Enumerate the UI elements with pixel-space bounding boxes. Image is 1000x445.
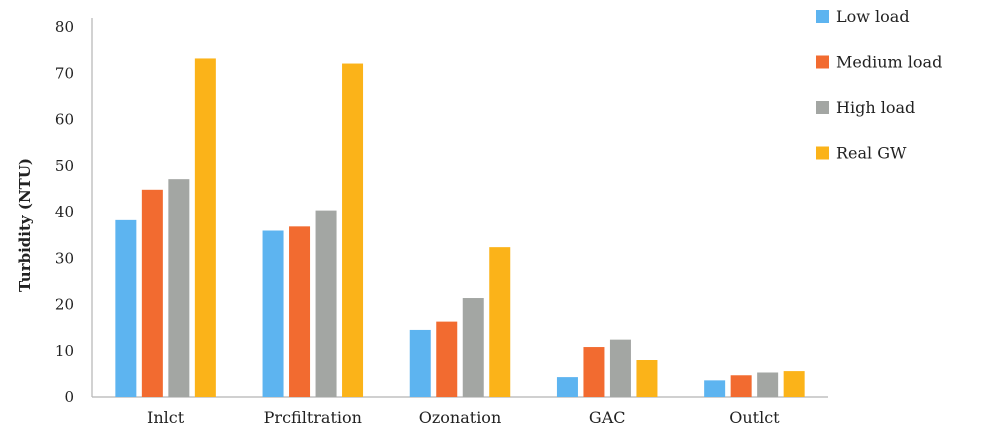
x-category-label: Outlct <box>729 408 780 427</box>
y-tick-label: 30 <box>55 249 74 267</box>
bar-low-load-ozonation <box>409 329 431 397</box>
x-category-label: Prcfiltration <box>264 408 362 427</box>
bars-group <box>115 58 805 397</box>
bar-real-gw-prcfiltration <box>342 63 364 397</box>
legend-swatch <box>816 55 829 69</box>
bar-real-gw-outlct <box>783 371 805 397</box>
legend-swatch <box>816 146 829 160</box>
y-tick-label: 80 <box>55 18 74 36</box>
bar-low-load-gac <box>556 377 578 397</box>
bar-real-gw-gac <box>636 360 658 397</box>
legend-label: Real GW <box>836 144 907 163</box>
bar-low-load-prcfiltration <box>262 230 284 397</box>
bar-high-load-outlct <box>757 372 779 397</box>
bar-high-load-gac <box>609 339 631 397</box>
bar-high-load-ozonation <box>462 298 484 397</box>
bar-medium-load-prcfiltration <box>289 226 311 397</box>
y-tick-label: 40 <box>55 203 74 221</box>
legend: Low load Medium load High load Real GW <box>816 7 942 163</box>
y-axis-ticks: 0 10 20 30 40 50 60 70 80 <box>55 18 74 406</box>
x-category-label: GAC <box>589 408 626 427</box>
legend-label: Medium load <box>836 53 942 72</box>
bar-low-load-outlct <box>704 380 726 397</box>
y-tick-label: 20 <box>55 296 74 314</box>
bar-real-gw-inlct <box>194 58 216 397</box>
y-axis-title: Turbidity (NTU) <box>16 158 34 292</box>
bar-medium-load-outlct <box>730 375 752 397</box>
legend-label: Low load <box>836 7 910 26</box>
bar-medium-load-ozonation <box>436 321 458 397</box>
y-tick-label: 50 <box>55 157 74 175</box>
legend-label: High load <box>836 98 915 117</box>
y-tick-label: 0 <box>64 388 74 406</box>
bar-high-load-inlct <box>168 179 190 397</box>
y-tick-label: 10 <box>55 342 74 360</box>
legend-swatch <box>816 10 829 23</box>
x-category-label: Ozonation <box>419 408 502 427</box>
bar-real-gw-ozonation <box>489 247 511 397</box>
y-tick-label: 70 <box>55 64 74 82</box>
x-category-label: Inlct <box>147 408 185 427</box>
bar-low-load-inlct <box>115 219 137 397</box>
bar-high-load-prcfiltration <box>315 210 337 397</box>
legend-swatch <box>816 101 829 114</box>
category-labels: Inlct Prcfiltration Ozonation GAC Outlct <box>147 408 780 427</box>
bar-medium-load-inlct <box>141 189 163 397</box>
y-tick-label: 60 <box>55 111 74 129</box>
bar-medium-load-gac <box>583 347 605 397</box>
